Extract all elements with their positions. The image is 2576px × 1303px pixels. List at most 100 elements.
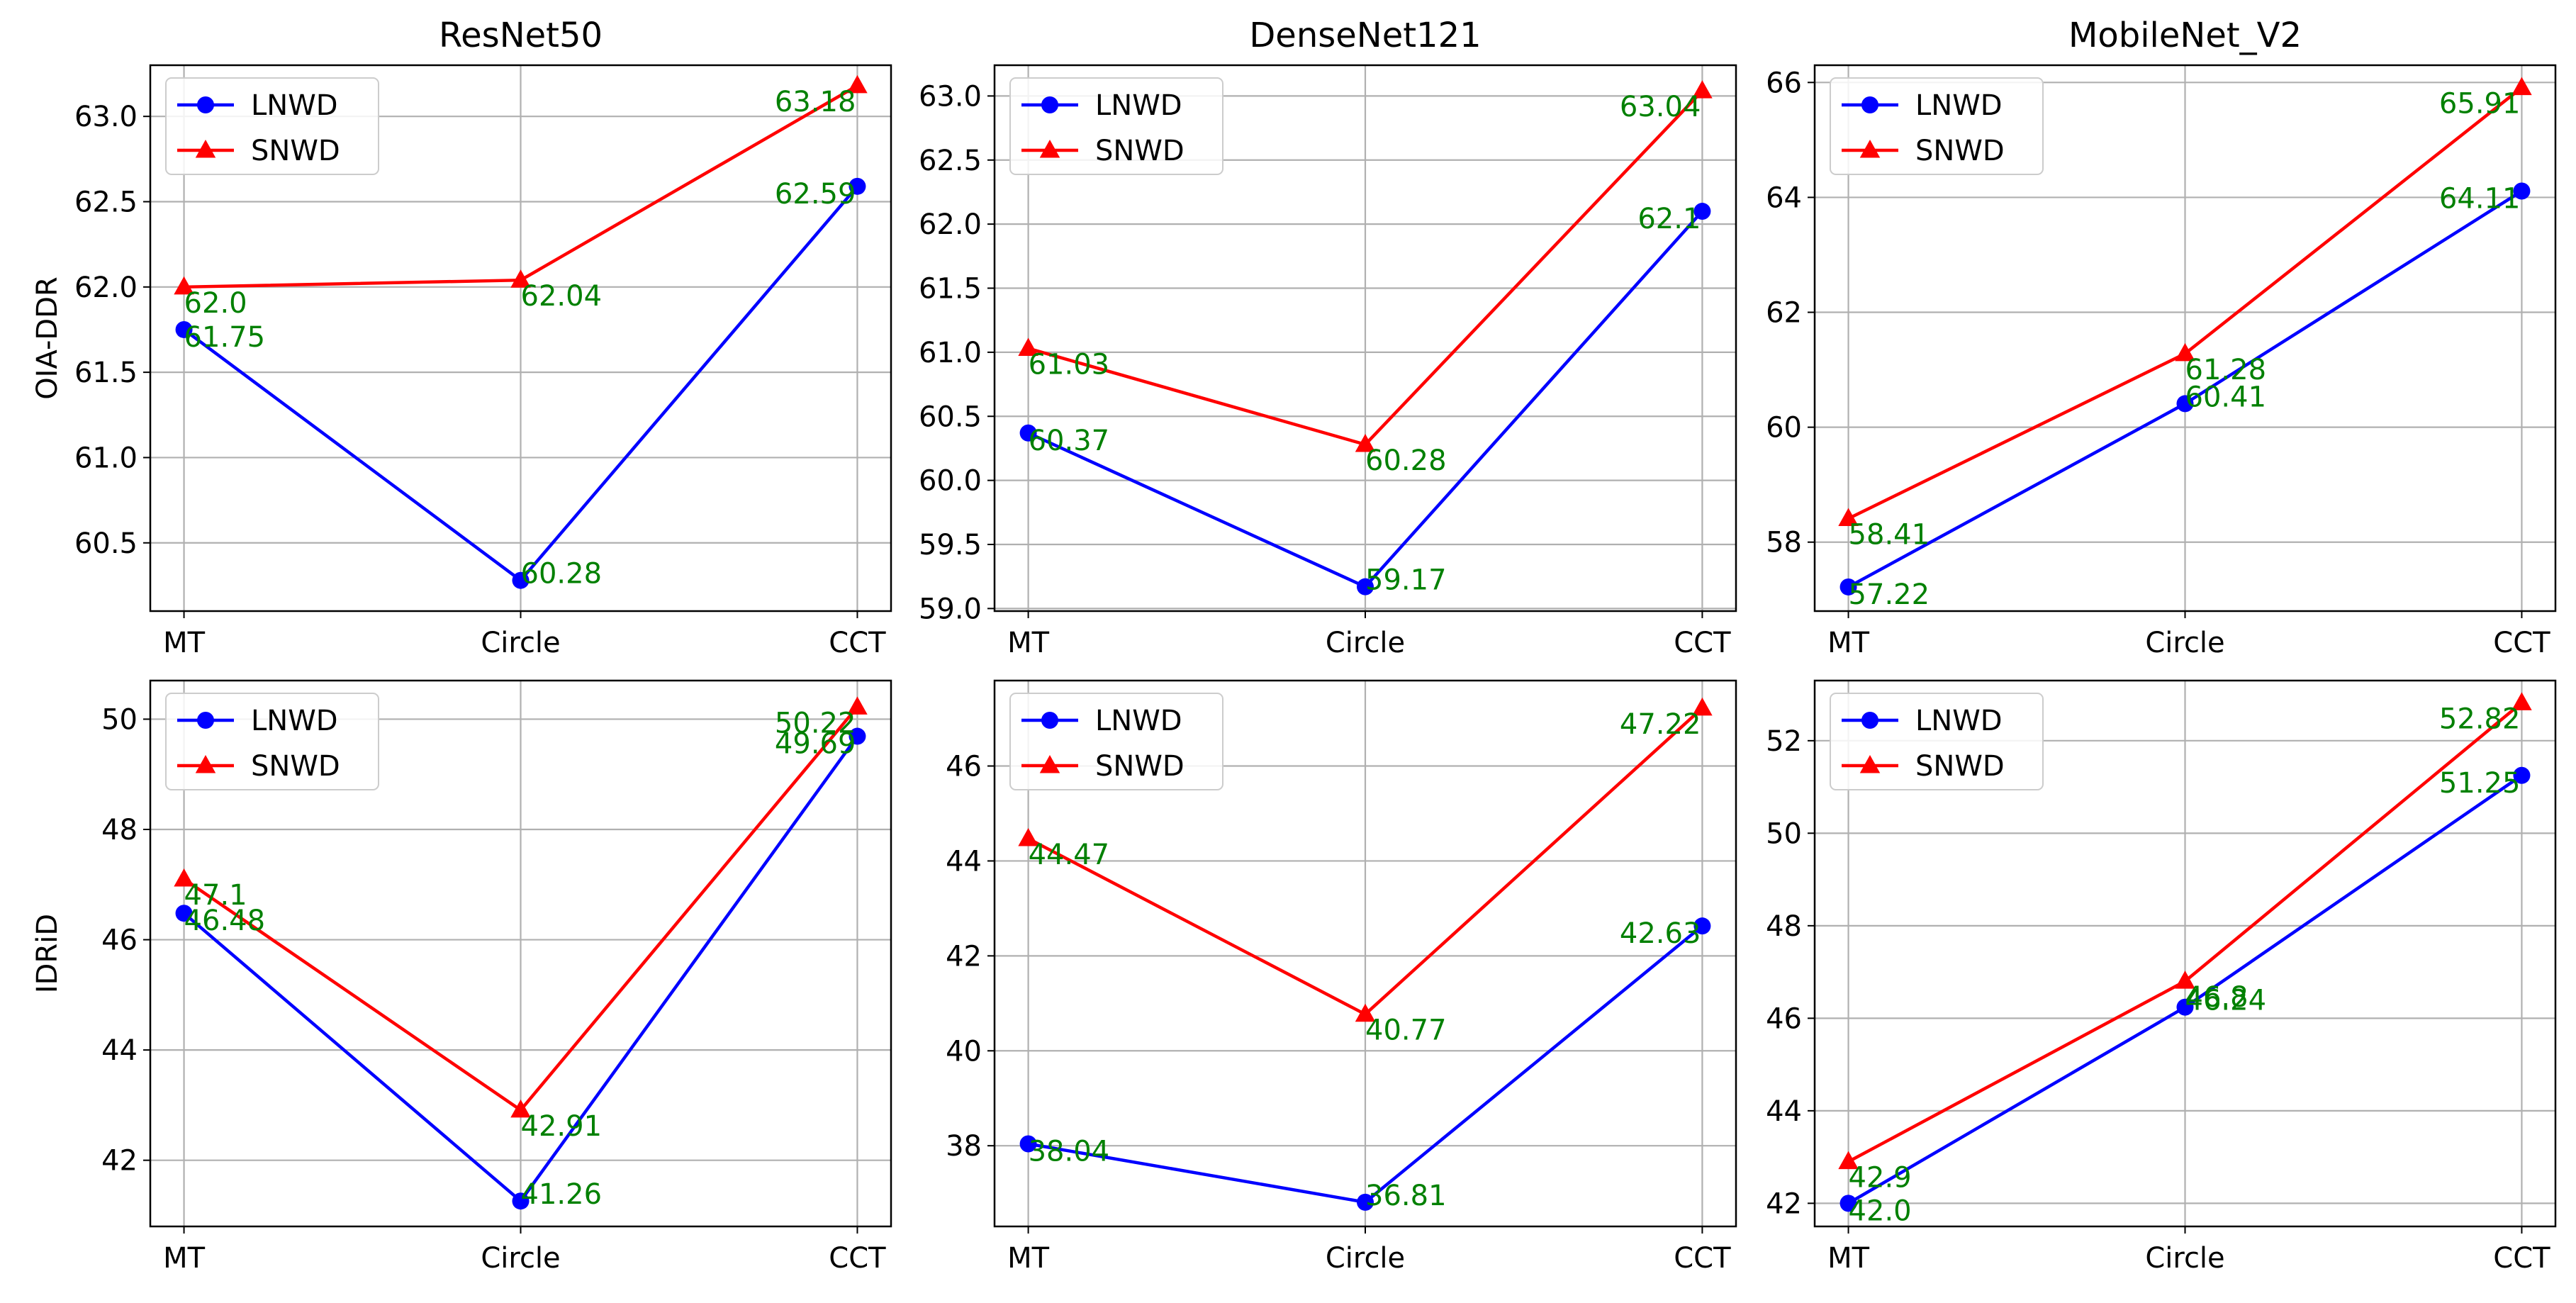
plot-frame xyxy=(993,679,1737,1228)
chart-panel: 42 44 46 48 50 52 MT Circle CCT 42.0 46.24 51.25 42.… xyxy=(1766,679,2557,1275)
data-point xyxy=(1839,1195,1857,1212)
legend-marker xyxy=(1861,96,1878,113)
data-point xyxy=(1838,508,1859,527)
data-label: 52.82 xyxy=(2439,703,2521,735)
data-point xyxy=(174,276,194,295)
data-point xyxy=(1692,80,1713,99)
y-tick-label: 60 xyxy=(1766,412,1802,444)
data-label: 60.41 xyxy=(2185,381,2267,413)
data-label: 50.22 xyxy=(775,707,856,739)
data-label: 42.9 xyxy=(1849,1162,1912,1195)
data-label: 62.1 xyxy=(1637,203,1701,235)
y-axis-label: IDRiD xyxy=(31,914,64,993)
legend-label: LNWD xyxy=(1915,705,2003,737)
y-tick-label: 42 xyxy=(1766,1187,1802,1220)
data-point xyxy=(2176,998,2194,1016)
data-point xyxy=(847,696,868,715)
plot-frame xyxy=(1813,679,2557,1228)
chart-title: MobileNet_V2 xyxy=(2068,16,2302,55)
data-point xyxy=(1357,1193,1374,1211)
data-point xyxy=(1019,1135,1037,1153)
legend-marker xyxy=(1039,755,1060,773)
series-lnwd xyxy=(175,177,866,589)
series-lnwd xyxy=(1839,766,2531,1212)
chart-title: ResNet50 xyxy=(439,16,603,55)
series-snwd xyxy=(1018,80,1713,452)
chart-title: DenseNet121 xyxy=(1249,16,1481,55)
legend-label: SNWD xyxy=(1915,135,2005,167)
data-label: 42.63 xyxy=(1620,917,1701,950)
y-tick-label: 61.0 xyxy=(919,337,982,369)
legend-label: LNWD xyxy=(1095,705,1182,737)
series-lnwd xyxy=(1839,182,2531,595)
y-tick-label: 46 xyxy=(1766,1002,1802,1035)
legend-item: LNWD xyxy=(1021,89,1182,122)
x-tick-label: CCT xyxy=(1674,1242,1731,1275)
legend-item: SNWD xyxy=(1021,750,1185,783)
data-label: 64.11 xyxy=(2439,183,2521,216)
series-lnwd xyxy=(1019,917,1711,1211)
data-point xyxy=(175,320,193,338)
y-tick-label: 64 xyxy=(1766,181,1802,214)
data-label: 41.26 xyxy=(521,1178,603,1211)
data-label: 46.48 xyxy=(184,905,266,937)
y-tick-label: 48 xyxy=(101,814,138,846)
data-point xyxy=(2513,182,2531,200)
data-point xyxy=(2511,77,2532,96)
series-snwd xyxy=(1838,77,2532,527)
x-tick-label: Circle xyxy=(1326,627,1405,659)
data-point xyxy=(1838,1151,1859,1170)
legend: LNWD SNWD xyxy=(1830,693,2044,790)
data-label: 44.47 xyxy=(1029,839,1110,871)
plot-frame xyxy=(993,64,1737,613)
x-tick-label: MT xyxy=(163,1242,206,1275)
chart-panel: 60.5 61.0 61.5 62.0 62.5 63.0 MT Circle CCT 61.75… xyxy=(31,16,892,659)
data-point xyxy=(512,571,530,589)
data-point xyxy=(1355,434,1376,452)
data-label: 61.28 xyxy=(2185,354,2267,386)
data-label: 62.59 xyxy=(775,178,856,211)
data-point xyxy=(2175,342,2195,362)
data-point xyxy=(1839,578,1857,595)
legend-label: LNWD xyxy=(1915,89,2003,122)
data-label: 61.03 xyxy=(1029,348,1110,381)
legend-marker xyxy=(1039,140,1060,158)
legend-item: SNWD xyxy=(177,135,340,167)
series-lnwd xyxy=(1019,203,1711,595)
legend-marker xyxy=(1041,96,1058,113)
y-tick-label: 63.0 xyxy=(919,80,982,113)
legend-marker xyxy=(197,96,214,113)
plot-frame xyxy=(149,679,892,1228)
y-tick-label: 61.0 xyxy=(74,442,138,474)
data-point xyxy=(1019,424,1037,442)
x-tick-label: Circle xyxy=(481,1242,560,1275)
x-tick-label: CCT xyxy=(2493,1242,2550,1275)
data-point xyxy=(1692,697,1713,716)
data-label: 62.0 xyxy=(184,287,247,320)
data-label: 60.28 xyxy=(1365,444,1447,477)
chart-panel: 59.0 59.5 60.0 60.5 61.0 61.5 62.0 62.5 63.0 MT Ci… xyxy=(919,16,1737,659)
data-point xyxy=(2513,766,2531,784)
legend-marker xyxy=(197,712,214,729)
x-tick-label: CCT xyxy=(829,627,886,659)
legend-label: LNWD xyxy=(251,705,338,737)
y-tick-label: 52 xyxy=(1766,725,1802,758)
legend-item: SNWD xyxy=(1842,750,2005,783)
chart-panel: 38 40 42 44 46 MT Circle CCT 38.04 36.81 42.63 44.4… xyxy=(946,679,1737,1275)
x-tick-label: Circle xyxy=(481,627,560,659)
series-lnwd xyxy=(175,727,866,1210)
legend-item: SNWD xyxy=(177,750,340,783)
data-point xyxy=(1355,1003,1376,1022)
data-point xyxy=(1357,578,1374,595)
legend: LNWD SNWD xyxy=(1009,77,1223,175)
data-label: 42.0 xyxy=(1849,1195,1912,1227)
x-tick-label: MT xyxy=(163,627,206,659)
y-tick-label: 62 xyxy=(1766,297,1802,330)
y-tick-label: 38 xyxy=(946,1130,982,1163)
data-label: 38.04 xyxy=(1029,1135,1110,1168)
y-tick-label: 62.5 xyxy=(74,186,138,219)
y-tick-label: 66 xyxy=(1766,67,1802,99)
y-tick-label: 58 xyxy=(1766,527,1802,559)
